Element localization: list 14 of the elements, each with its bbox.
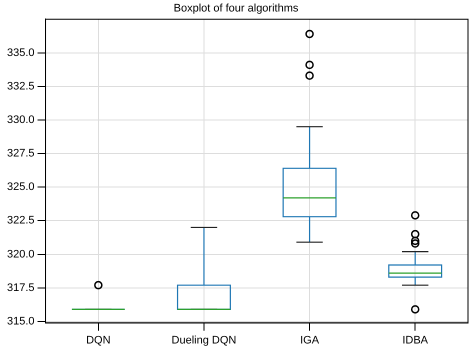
- x-tick-label: DQN: [86, 334, 111, 346]
- chart-title: Boxplot of four algorithms: [174, 2, 299, 15]
- y-tick-label: 322.5: [6, 214, 35, 227]
- y-tick-label: 325.0: [6, 181, 35, 194]
- y-tick-label: 317.5: [6, 282, 35, 294]
- y-tick-label: 335.0: [6, 46, 35, 59]
- x-tick-label: IDBA: [402, 334, 429, 346]
- x-tick-label: IGA: [300, 334, 320, 346]
- y-tick-label: 327.5: [6, 148, 35, 160]
- y-tick-label: 330.0: [6, 114, 35, 126]
- y-tick-label: 320.0: [6, 248, 35, 260]
- x-tick-label: Dueling DQN: [172, 334, 236, 346]
- y-tick-label: 332.5: [6, 80, 35, 92]
- y-tick-label: 315.0: [6, 315, 35, 328]
